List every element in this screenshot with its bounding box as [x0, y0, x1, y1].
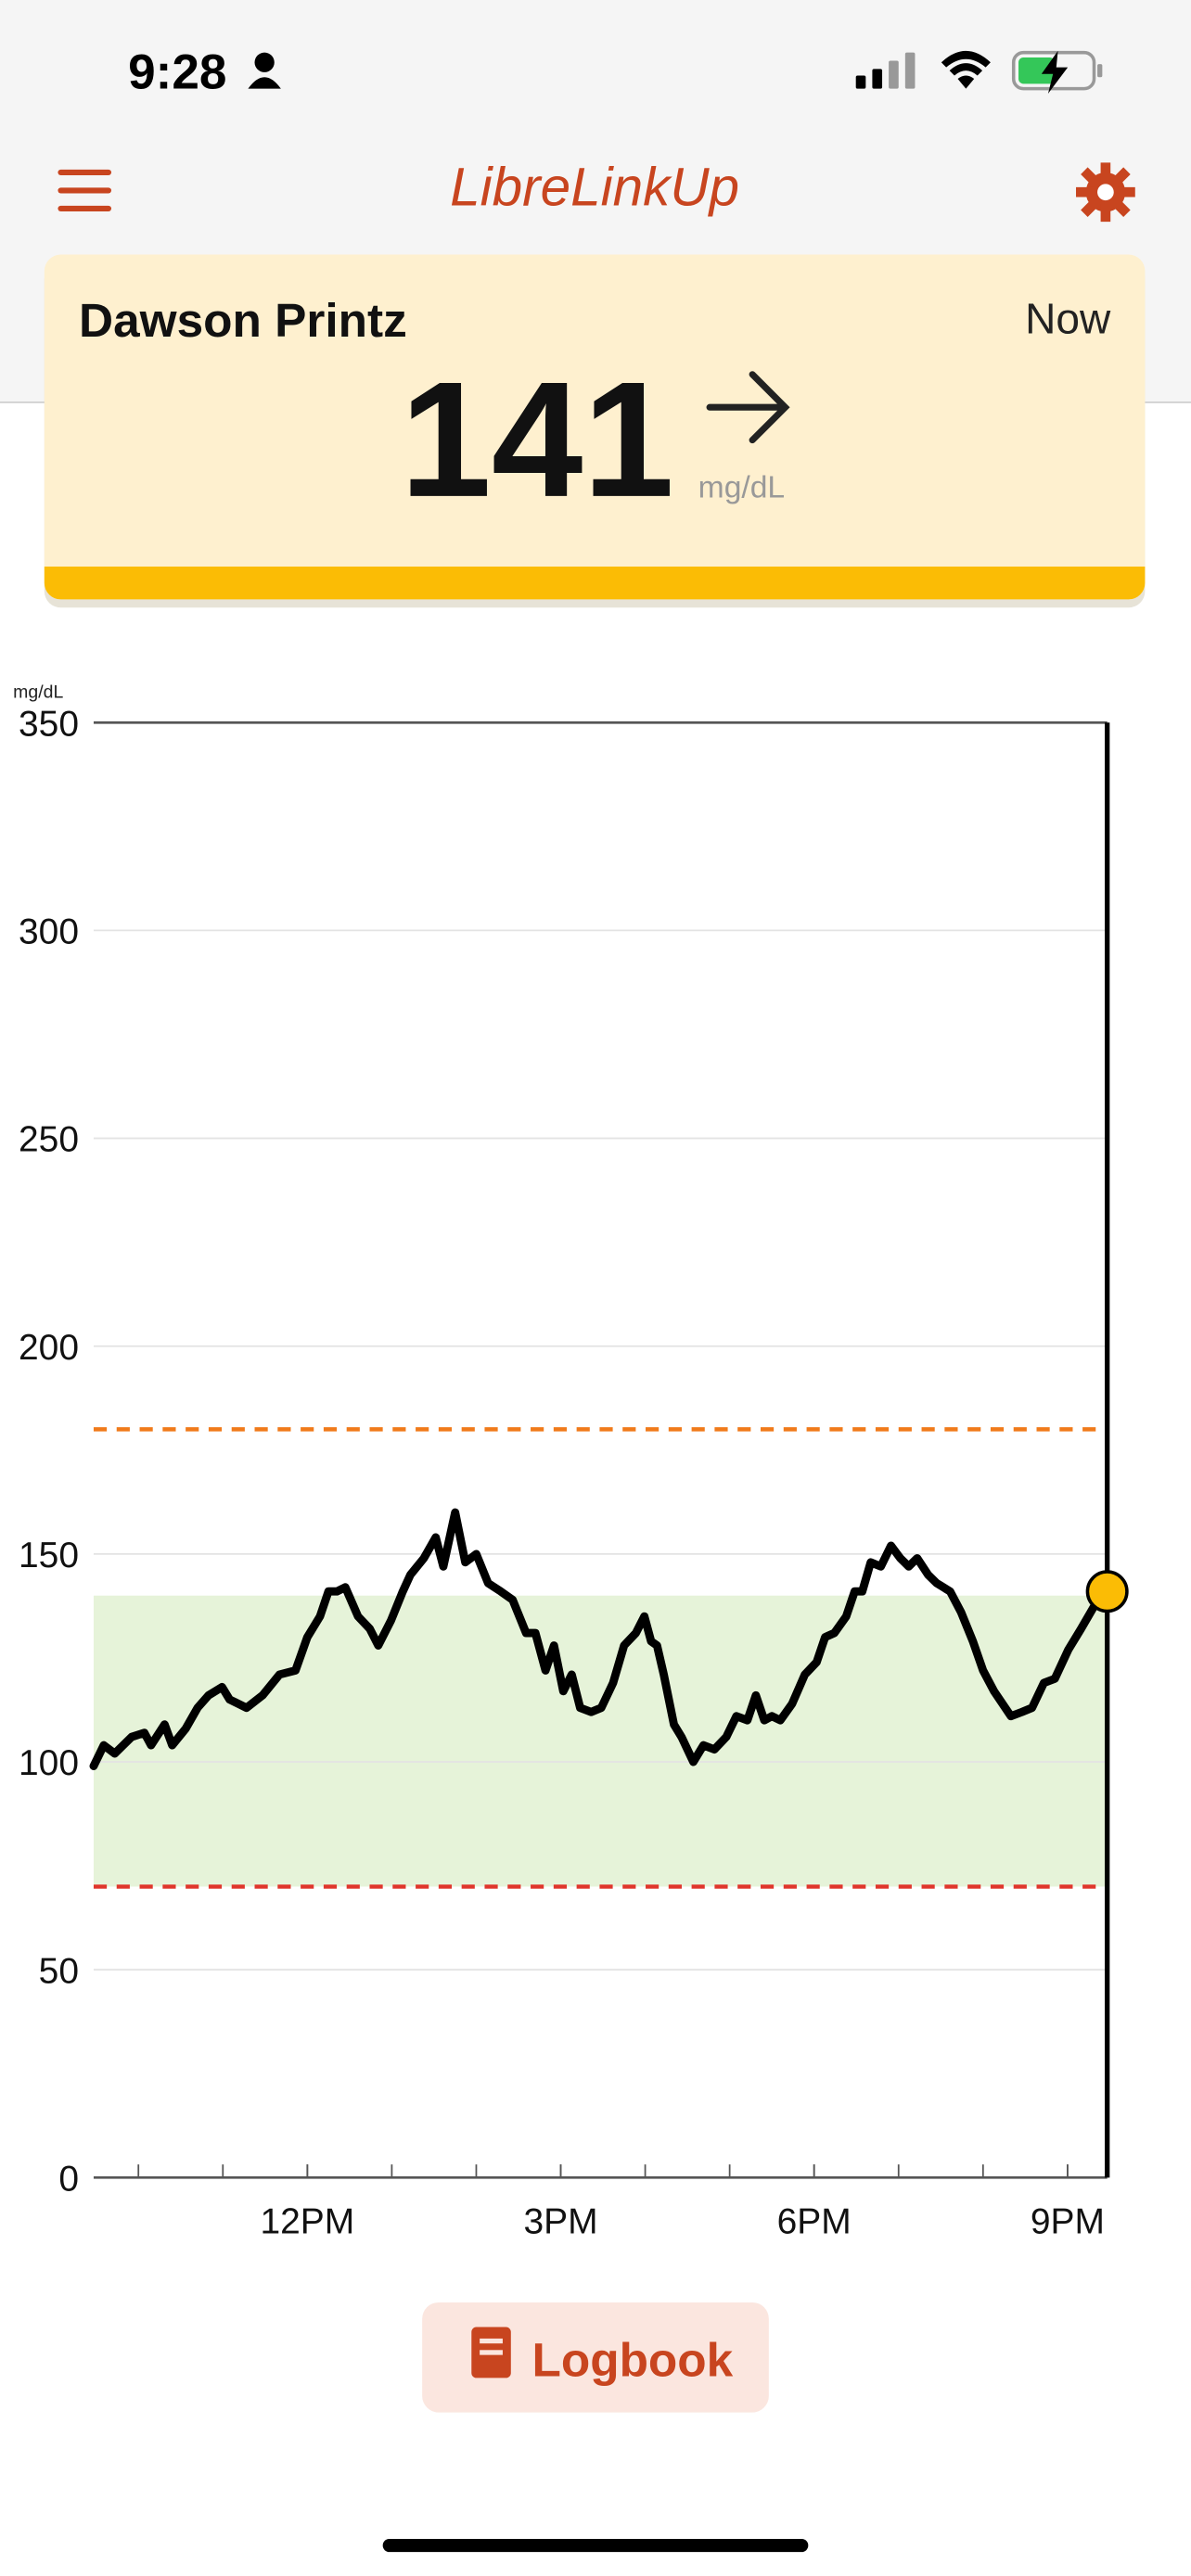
y-axis-label: mg/dL [13, 682, 63, 703]
reading-card[interactable] [44, 254, 1146, 608]
y-tick-label: 250 [19, 1120, 79, 1160]
y-tick-label: 200 [19, 1328, 79, 1368]
logbook-label[interactable]: Logbook [531, 2334, 733, 2387]
chart: 0 50 100 150 200 250 300 350 12PM 3PM 6PM 9PM [19, 704, 1129, 2242]
y-tick-label: 0 [58, 2160, 79, 2200]
menu-button[interactable] [58, 169, 111, 212]
x-tick-label: 9PM [1031, 2202, 1105, 2242]
y-tick-label: 50 [39, 1951, 79, 1991]
y-tick-label: 100 [19, 1743, 79, 1783]
patient-name: Dawson Printz [79, 294, 407, 347]
x-tick-label: 12PM [260, 2202, 354, 2242]
app-title: LibreLinkUp [450, 157, 739, 217]
y-tick-label: 300 [19, 912, 79, 952]
glucose-unit: mg/dL [698, 471, 785, 505]
glucose-line [89, 1508, 1112, 1770]
y-tick-label: 150 [19, 1536, 79, 1575]
status-icons [248, 50, 1103, 94]
home-indicator [382, 2538, 809, 2553]
y-tick-label: 350 [19, 704, 79, 744]
glucose-value: 141 [400, 348, 673, 531]
target-range [93, 1595, 1108, 1887]
current-reading-dot [1085, 1570, 1129, 1613]
trend-arrow [706, 371, 790, 444]
status-time: 9:28 [128, 45, 226, 100]
x-tick-label: 3PM [523, 2202, 597, 2242]
settings-button[interactable] [1076, 162, 1135, 223]
logbook-button[interactable] [422, 2302, 769, 2413]
x-tick-label: 6PM [777, 2202, 852, 2242]
reading-time: Now [1025, 295, 1111, 343]
